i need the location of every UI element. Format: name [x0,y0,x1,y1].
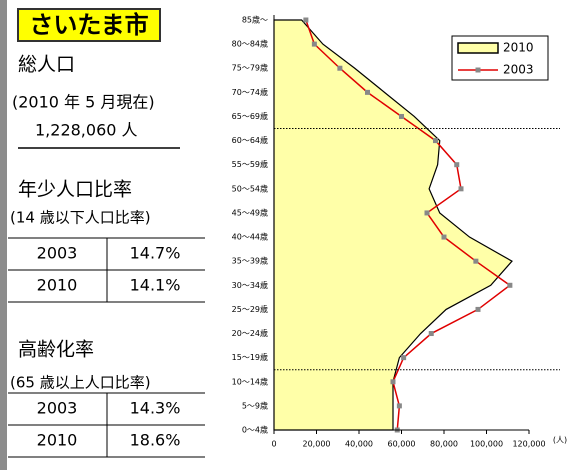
marker [396,403,402,409]
table-year: 2003 [37,244,78,263]
x-tick-label: 40,000 [345,440,373,449]
marker [475,306,481,312]
y-tick-label: 35～39歳 [232,256,268,266]
y-tick-label: 15～19歳 [232,352,268,362]
title-box [17,8,161,42]
marker [458,186,464,192]
marker [433,138,438,144]
area [273,19,513,431]
x-tick-label: 100,000 [470,440,503,449]
marker [473,258,479,264]
marker [401,355,407,361]
y-tick-label: 70～74歳 [232,87,268,97]
x-tick-label: 20,000 [303,440,331,449]
side-bar [0,0,7,470]
marker [424,210,430,216]
youth-label: 年少人口比率 [18,179,132,201]
table-rate: 14.1% [130,276,181,295]
legend-label: 2010 [503,41,534,55]
elderly-note: (65 歳以上人口比率) [10,374,151,392]
x-axis-unit: (人) [553,436,567,445]
youth-note: (14 歳以下人口比率) [10,209,151,227]
y-tick-label: 0～4歳 [242,425,268,435]
marker [365,89,370,95]
marker [428,331,434,337]
marker [454,162,460,168]
y-tick-label: 5～9歳 [242,400,268,410]
y-tick-label: 50～54歳 [232,183,268,193]
y-tick-label: 75～79歳 [232,63,268,73]
x-tick-label: 80,000 [430,440,458,449]
table-year: 2010 [37,431,78,450]
marker [311,41,317,47]
y-tick-label: 20～24歳 [232,328,268,338]
marker [507,282,513,288]
y-tick-label: 65～69歳 [232,111,268,121]
population: 1,228,060 人 [35,121,138,140]
y-tick-label: 40～44歳 [232,232,268,242]
marker [303,17,309,23]
y-tick-label: 25～29歳 [232,304,268,314]
x-tick-label: 0 [271,440,276,449]
y-tick-label: 30～34歳 [232,280,268,290]
y-tick-label: 45～49歳 [232,207,268,217]
elderly-label: 高齢化率 [18,339,94,361]
table-year: 2003 [37,399,78,418]
y-tick-label: 80～84歳 [232,39,268,49]
table-rate: 14.7% [130,244,181,263]
marker [390,379,396,385]
table-rate: 14.3% [130,399,181,418]
marker [337,65,343,71]
table-rate: 18.6% [130,431,181,450]
line [305,19,512,431]
y-tick-label: 55～59歳 [232,159,268,169]
marker [399,113,404,119]
x-tick-label: 120,000 [512,440,545,449]
legend-marker [475,67,481,73]
y-tick-label: 85歳～ [242,15,268,25]
y-tick-label: 60～64歳 [232,135,268,145]
table-year: 2010 [37,276,78,295]
y-tick-label: 10～14歳 [232,376,268,386]
legend-swatch [457,42,499,54]
legend-label: 2003 [503,63,534,77]
title: さいたま市 [29,11,148,39]
as-of: (2010 年 5 月現在) [12,93,155,112]
population-label: 総人口 [18,54,75,76]
marker [441,234,447,240]
x-tick-label: 60,000 [388,440,416,449]
